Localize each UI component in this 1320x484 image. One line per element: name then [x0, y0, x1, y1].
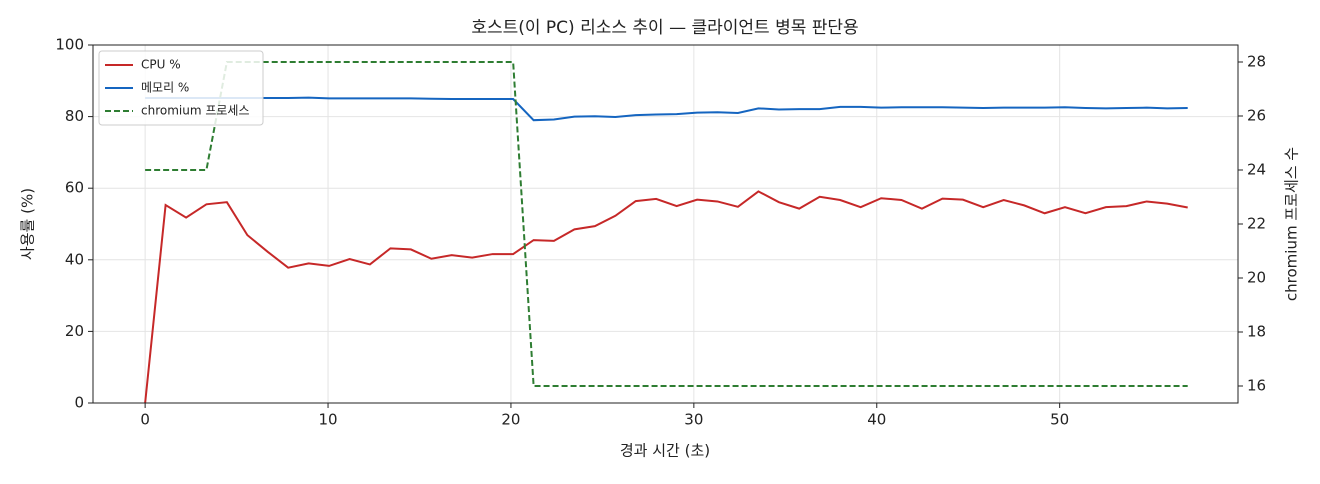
x-tick-label: 0 — [140, 411, 150, 429]
y2-tick-label: 18 — [1247, 322, 1266, 340]
y2-tick-label: 16 — [1247, 376, 1266, 394]
series-line — [145, 61, 1188, 387]
y-tick-label: 0 — [74, 394, 84, 412]
legend-label: chromium 프로세스 — [141, 104, 250, 118]
y-tick-label: 100 — [55, 36, 84, 54]
chart-title: 호스트(이 PC) 리소스 추이 — 클라이언트 병목 판단용 — [471, 18, 858, 38]
x-tick-label: 50 — [1050, 411, 1069, 429]
legend-box — [98, 50, 264, 126]
series-line — [145, 96, 1188, 122]
y2-tick-label: 28 — [1247, 53, 1266, 71]
y-tick-label: 80 — [65, 107, 84, 125]
y2-tick-label: 20 — [1247, 268, 1266, 286]
y-tick-label: 40 — [65, 250, 84, 268]
x-tick-label: 40 — [867, 411, 886, 429]
x-tick-label: 30 — [684, 411, 703, 429]
series-line — [144, 190, 1188, 404]
x-tick-label: 10 — [318, 411, 337, 429]
plot-frame — [92, 44, 1239, 404]
y2-axis-label: chromium 프로세스 수 — [1283, 147, 1301, 301]
y2-tick-label: 24 — [1247, 161, 1266, 179]
y-axis-label: 사용률 (%) — [19, 188, 37, 260]
y-tick-label: 20 — [65, 322, 84, 340]
legend-label: 메모리 % — [141, 81, 189, 95]
legend-label: CPU % — [141, 58, 181, 72]
x-tick-label: 20 — [501, 411, 520, 429]
y2-tick-label: 22 — [1247, 215, 1266, 233]
y2-tick-label: 26 — [1247, 107, 1266, 125]
x-axis-label: 경과 시간 (초) — [620, 442, 710, 460]
y-tick-label: 60 — [65, 179, 84, 197]
